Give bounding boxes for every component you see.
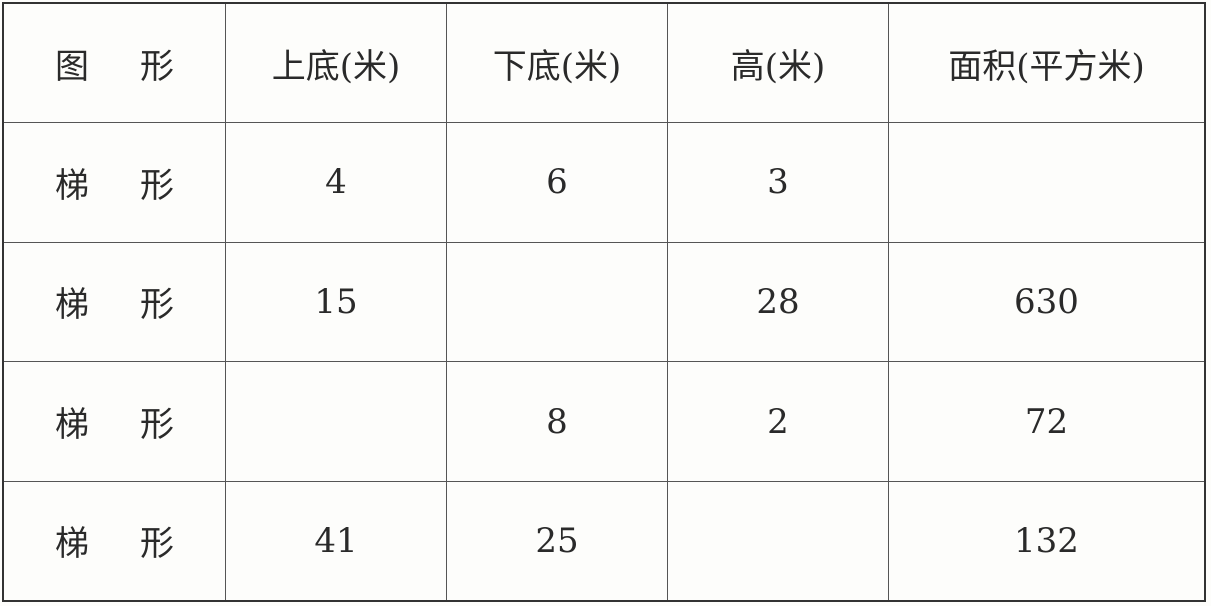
cell-top-base: 15 [225, 241, 447, 363]
cell-top-base [225, 361, 447, 482]
shape-text: 梯形 [55, 405, 225, 446]
header-area: 面积(平方米) [888, 2, 1206, 124]
cell-bottom-base: 25 [446, 480, 668, 602]
cell-area: 132 [888, 480, 1206, 602]
header-shape-text: 图形 [55, 46, 225, 87]
table-row: 梯形 4 6 3 [2, 122, 1206, 243]
header-shape: 图形 [2, 2, 226, 124]
cell-height: 3 [667, 122, 889, 243]
cell-bottom-base [446, 241, 668, 363]
cell-height: 2 [667, 361, 889, 482]
table-row: 梯形 15 28 630 [2, 241, 1206, 363]
cell-bottom-base: 6 [446, 122, 668, 243]
header-top-base: 上底(米) [225, 2, 447, 124]
table-row: 梯形 8 2 72 [2, 361, 1206, 482]
cell-top-base: 4 [225, 122, 447, 243]
cell-shape: 梯形 [2, 361, 226, 482]
cell-area [888, 122, 1206, 243]
header-row: 图形 上底(米) 下底(米) 高(米) 面积(平方米) [2, 2, 1206, 124]
cell-shape: 梯形 [2, 241, 226, 363]
cell-height: 28 [667, 241, 889, 363]
cell-top-base: 41 [225, 480, 447, 602]
cell-shape: 梯形 [2, 480, 226, 602]
shape-text: 梯形 [55, 165, 225, 206]
shape-text: 梯形 [55, 285, 225, 326]
header-bottom-base: 下底(米) [446, 2, 668, 124]
cell-height [667, 480, 889, 602]
cell-shape: 梯形 [2, 122, 226, 243]
cell-area: 630 [888, 241, 1206, 363]
cell-area: 72 [888, 361, 1206, 482]
shape-text: 梯形 [55, 524, 225, 565]
header-height: 高(米) [667, 2, 889, 124]
table-row: 梯形 41 25 132 [2, 480, 1206, 602]
cell-bottom-base: 8 [446, 361, 668, 482]
